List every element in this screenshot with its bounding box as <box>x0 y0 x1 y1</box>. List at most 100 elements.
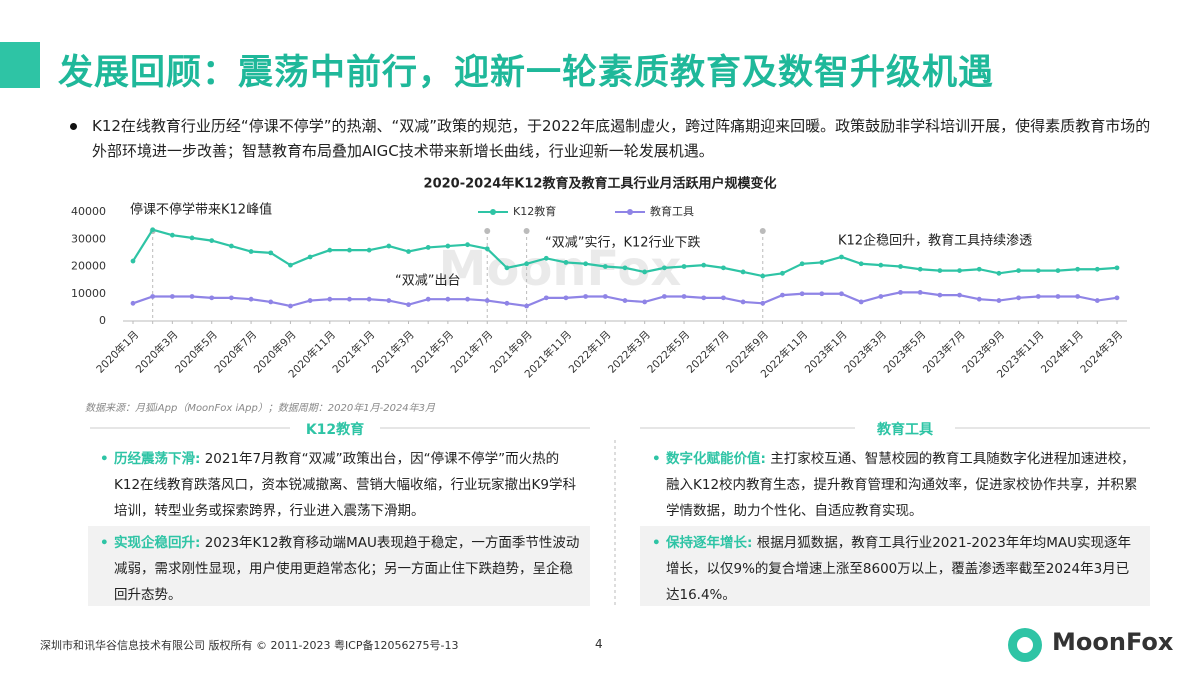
data-point <box>740 269 746 275</box>
data-point <box>937 268 943 273</box>
data-point <box>1094 298 1100 303</box>
data-point <box>898 289 903 295</box>
data-point <box>878 262 884 268</box>
data-point <box>504 265 510 271</box>
data-point <box>150 227 156 233</box>
y-tick-label: 10000 <box>71 287 106 300</box>
data-point <box>543 295 549 301</box>
data-point <box>347 296 352 302</box>
annotation: 停课不停学带来K12峰值 <box>130 202 272 218</box>
item-text: 主打家校互通、智慧校园的教育工具随数字化进程加速进校，融入K12校内教育生态，提… <box>666 451 1138 519</box>
data-point <box>1075 294 1081 299</box>
source-note: 数据来源：月狐iApp（MoonFox iApp）；数据周期：2020年1月-2… <box>85 402 436 414</box>
data-point <box>386 298 392 303</box>
data-point <box>681 264 687 269</box>
data-point <box>1016 268 1021 273</box>
data-point <box>622 298 628 303</box>
data-point <box>327 296 333 302</box>
data-point <box>504 300 510 306</box>
data-point <box>189 235 195 241</box>
data-point <box>602 264 608 269</box>
data-point <box>917 266 923 272</box>
data-point <box>1114 295 1120 301</box>
data-point <box>760 273 766 279</box>
data-point <box>642 269 648 275</box>
data-point <box>248 296 254 302</box>
data-point <box>465 242 470 248</box>
data-point <box>268 299 274 305</box>
data-point <box>799 261 805 267</box>
y-tick-label: 0 <box>99 314 106 327</box>
logo: MoonFox <box>1052 628 1174 656</box>
page-number: 4 <box>595 637 603 651</box>
data-point <box>563 295 569 301</box>
data-point <box>721 265 726 271</box>
panel-title: K12教育 <box>305 422 365 438</box>
panel-item: 数字化赋能价值: 主打家校互通、智慧校园的教育工具随数字化进程加速进校，融入K1… <box>640 442 1150 522</box>
data-point <box>307 254 313 260</box>
y-tick-label: 40000 <box>71 205 106 218</box>
data-point <box>996 298 1002 303</box>
data-point <box>524 261 529 267</box>
data-point <box>681 294 687 299</box>
data-point <box>819 260 825 265</box>
data-point <box>996 270 1002 276</box>
event-dot <box>523 228 530 234</box>
data-point <box>484 246 490 252</box>
data-point <box>839 291 844 297</box>
logo-icon <box>1008 628 1042 662</box>
legend-label: K12教育 <box>513 204 556 218</box>
panel-item: 实现企稳回升: 2023年K12教育移动端MAU表现趋于稳定，一方面季节性波动减… <box>88 526 590 606</box>
data-point <box>976 266 982 272</box>
data-point <box>760 300 766 306</box>
data-point <box>583 294 589 299</box>
data-point <box>1055 268 1061 273</box>
item-label: 保持逐年增长: <box>666 535 753 551</box>
item-text: 根据月狐数据，教育工具行业2021-2023年年均MAU实现逐年增长，以仅9%的… <box>666 535 1132 603</box>
legend-dot <box>490 209 496 215</box>
data-point <box>701 262 707 268</box>
watermark: MoonFox <box>439 241 682 297</box>
data-point <box>839 254 844 260</box>
event-dot <box>759 228 766 234</box>
data-point <box>307 298 313 303</box>
data-point <box>169 294 175 299</box>
data-point <box>721 295 726 301</box>
data-point <box>130 300 136 306</box>
item-text: 2023年K12教育移动端MAU表现趋于稳定，一方面季节性波动减弱，需求刚性显现… <box>114 535 580 603</box>
data-point <box>366 296 372 302</box>
item-text: 2021年7月教育“双减”政策出台，因“停课不停学”而火热的K12在线教育跌落风… <box>114 451 576 519</box>
data-point <box>602 294 608 299</box>
data-point <box>229 295 234 301</box>
bullet-dot <box>70 123 77 130</box>
data-point <box>740 299 746 305</box>
data-point <box>898 264 903 269</box>
item-label: 数字化赋能价值: <box>666 451 766 467</box>
event-dot <box>484 228 491 234</box>
title-accent <box>0 42 40 88</box>
data-point <box>209 238 215 244</box>
data-point <box>445 296 451 302</box>
data-point <box>780 292 785 298</box>
annotation: “双减”出台 <box>395 274 460 289</box>
data-point <box>661 265 667 271</box>
data-point <box>425 245 431 250</box>
data-point <box>347 247 352 253</box>
panel-item: 历经震荡下滑: 2021年7月教育“双减”政策出台，因“停课不停学”而火热的K1… <box>88 442 590 522</box>
chart-title: 2020-2024年K12教育及教育工具行业月活跃用户规模变化 <box>424 176 777 192</box>
data-point <box>524 303 529 309</box>
data-point <box>1035 294 1041 299</box>
data-point <box>937 292 943 298</box>
data-point <box>563 260 569 265</box>
data-point <box>957 268 962 273</box>
data-point <box>484 298 490 303</box>
data-point <box>1035 268 1041 273</box>
x-tick-label: 2024年3月 <box>1078 328 1126 376</box>
legend-dot <box>627 209 633 215</box>
annotation: “双减”实行，K12行业下跌 <box>545 235 701 251</box>
data-point <box>1016 295 1021 301</box>
data-point <box>406 249 411 254</box>
data-point <box>425 296 431 302</box>
